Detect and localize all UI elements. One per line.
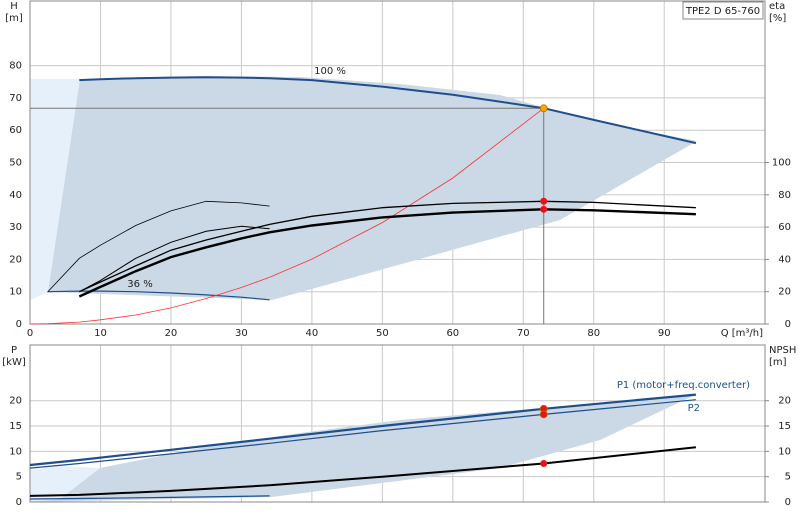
y-axis-unit: [kW] [2,357,26,368]
x-tick-label: 10 [94,328,107,339]
y-tick-label: 10 [9,287,22,298]
y2-tick-label: 60 [778,222,791,233]
y2-tick-label: 40 [778,254,791,265]
y2-axis-label: NPSH [769,345,796,356]
plot-frame [29,344,766,503]
x-tick-label: 70 [517,328,530,339]
y-tick-label: 60 [9,125,22,136]
title-box [682,1,764,20]
y-tick-label: 5 [16,472,22,483]
y2-tick-label: 5 [785,472,791,483]
y2-tick-label: 80 [778,190,791,201]
series-line [79,225,270,293]
y-tick-label: 70 [9,93,22,104]
y2-axis-unit: [%] [769,13,786,24]
series-label: 100 % [314,66,346,77]
y2-tick-label: 100 [772,158,791,169]
shade-power [30,394,697,502]
y-tick-label: 50 [9,158,22,169]
y2-axis-unit: [m] [769,357,787,368]
y-axis-label: H [10,1,18,12]
series-line [47,290,270,301]
series-line [29,495,270,500]
duty-point [539,104,548,113]
y-tick-label: 80 [9,61,22,72]
y-axis-label: P [11,345,17,356]
shade-main [48,76,697,300]
y2-tick-label: 15 [778,421,791,432]
chart-title: TPE2 D 65-760 [685,6,760,17]
duty-point [540,197,548,205]
y-tick-label: 10 [9,446,22,457]
x-tick-label: 80 [587,328,600,339]
y2-axis-label: eta [769,1,785,12]
y-tick-label: 0 [16,497,22,508]
series-label: P2 [688,403,700,414]
y-tick-label: 20 [9,396,22,407]
duty-point [540,205,548,213]
series-label: P1 (motor+freq.converter) [617,380,750,391]
y-tick-label: 20 [9,254,22,265]
y2-tick-label: 20 [778,396,791,407]
series-label: 36 % [127,279,152,290]
x-tick-label: 60 [446,328,459,339]
x-tick-label: 50 [376,328,389,339]
y-tick-label: 40 [9,190,22,201]
x-tick-label: 0 [27,328,33,339]
x-tick-label: 40 [306,328,319,339]
plot-frame [29,0,766,325]
shade-light [30,79,80,300]
y2-tick-label: 20 [778,287,791,298]
x-axis-label: Q [m³/h] [721,328,763,339]
y-axis-unit: [m] [5,13,23,24]
y2-tick-label: 0 [785,319,791,330]
series-line [29,107,544,325]
y2-tick-label: 10 [778,446,791,457]
y-tick-label: 30 [9,222,22,233]
duty-point [539,410,548,419]
y2-tick-label: 0 [785,497,791,508]
y-tick-label: 15 [9,421,22,432]
x-tick-label: 20 [165,328,178,339]
y-tick-label: 0 [16,319,22,330]
operating-range [30,76,697,502]
series-line [47,200,270,293]
duty-point [540,460,548,468]
shade-power-light [30,466,100,502]
x-tick-label: 90 [658,328,671,339]
x-tick-label: 30 [235,328,248,339]
